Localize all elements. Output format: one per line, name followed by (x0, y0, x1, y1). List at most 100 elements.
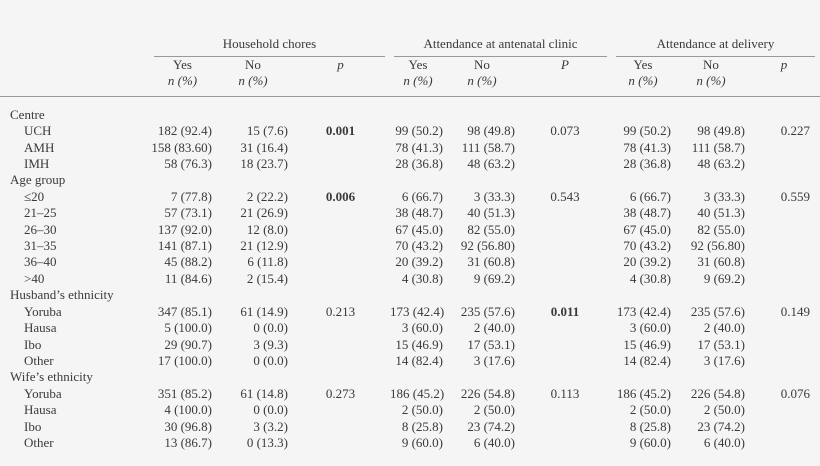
cell-value: 29 (90.7) (164, 336, 212, 352)
table-cell: 226 (54.8) (674, 386, 748, 402)
group-household-chores: Household chores (150, 35, 390, 57)
cell-value: 9 (60.0) (629, 434, 671, 450)
table-cell: 2 (50.0) (612, 402, 674, 418)
table-row: IMH 58 (76.3) 18 (23.7) 28 (36.8) 48 (63.2) 2… (0, 156, 820, 172)
col-yes: Yes (408, 57, 428, 72)
table-cell: 78 (41.3) (390, 140, 446, 156)
row-label: >40 (24, 270, 45, 286)
cell-value: 38 (48.7) (395, 205, 443, 221)
cell-value: 2 (50.0) (629, 402, 671, 418)
cell-value: 40 (51.3) (697, 205, 745, 221)
row-label: Ibo (24, 418, 42, 434)
table-cell: 29 (90.7) (150, 337, 215, 353)
cell-value: 4 (30.8) (401, 270, 443, 286)
table-cell: 70 (43.2) (390, 238, 446, 254)
table-cell (748, 337, 820, 353)
table-cell (291, 337, 390, 353)
table-cell: 3 (17.6) (674, 353, 748, 369)
cell-value: 70 (43.2) (395, 238, 443, 254)
cell-value: 3 (3.2) (253, 418, 288, 434)
col-no: No (703, 57, 719, 72)
table-cell: 20 (39.2) (390, 254, 446, 270)
cell-value: 2 (40.0) (473, 320, 515, 336)
table-cell: 31 (16.4) (215, 140, 291, 156)
row-label: AMH (24, 139, 55, 155)
cell-value: 6 (66.7) (401, 188, 443, 204)
table-cell (291, 254, 390, 270)
p-value: 0.011 (550, 303, 580, 319)
table-cell: 21 (12.9) (215, 238, 291, 254)
table-cell: 12 (8.0) (215, 222, 291, 238)
table-cell (748, 320, 820, 336)
table-row: Ibo 30 (96.8) 3 (3.2) 8 (25.8) 23 (74.2) 8 (2… (0, 419, 820, 435)
table-cell: 17 (53.1) (446, 337, 518, 353)
table-row: 31–35 141 (87.1) 21 (12.9) 70 (43.2) 92 (56.… (0, 238, 820, 254)
p-value: 0.213 (325, 303, 356, 319)
table-cell: 9 (60.0) (390, 435, 446, 451)
table-cell: 351 (85.2) (150, 386, 215, 402)
col-p: P (561, 57, 569, 72)
cell-value: 92 (56.80) (690, 238, 745, 254)
p-value: 0.149 (780, 303, 811, 319)
table-cell: 173 (42.4) (612, 304, 674, 320)
cell-value: 0 (0.0) (253, 320, 288, 336)
table-cell (748, 419, 820, 435)
col-n-pct: n (%) (390, 73, 446, 97)
table-cell: 9 (60.0) (612, 435, 674, 451)
table-cell (291, 419, 390, 435)
cell-value: 3 (60.0) (629, 320, 671, 336)
cell-value: 92 (56.80) (460, 238, 515, 254)
table-cell: 3 (9.3) (215, 337, 291, 353)
cell-value: 23 (74.2) (467, 418, 515, 434)
table-cell (748, 238, 820, 254)
row-label: IMH (24, 156, 50, 172)
cell-value: 48 (63.2) (697, 156, 745, 172)
table-body: Centre UCH 182 (92.4) 15 (7.6) 0.001 99 (50.2… (0, 107, 820, 452)
table-cell: 2 (50.0) (674, 402, 748, 418)
cell-value: 5 (100.0) (164, 320, 212, 336)
table-row: AMH 158 (83.60) 31 (16.4) 78 (41.3) 111 (58.… (0, 140, 820, 156)
section-row: Centre (0, 107, 820, 123)
section-title: Husband’s ethnicity (10, 287, 114, 303)
table-cell: 6 (40.0) (446, 435, 518, 451)
column-subheader-row: n (%) n (%) n (%) n (%) n (%) n (%) (0, 73, 820, 97)
cell-value: 186 (45.2) (390, 385, 445, 401)
col-yes: Yes (633, 57, 653, 72)
table-cell: 173 (42.4) (390, 304, 446, 320)
table-cell: 9 (69.2) (674, 271, 748, 287)
table-cell (748, 271, 820, 287)
table-row: >40 11 (84.6) 2 (15.4) 4 (30.8) 9 (69.2) 4 (3… (0, 271, 820, 287)
table-cell: 57 (73.1) (150, 205, 215, 221)
table-cell: 48 (63.2) (446, 156, 518, 172)
table-cell: 4 (30.8) (390, 271, 446, 287)
row-label: Hausa (24, 402, 57, 418)
table-cell (518, 140, 612, 156)
table-cell: 31 (60.8) (446, 254, 518, 270)
table-cell: 23 (74.2) (674, 419, 748, 435)
table-cell: 70 (43.2) (612, 238, 674, 254)
table-cell: 186 (45.2) (612, 386, 674, 402)
table-cell: 182 (92.4) (150, 123, 215, 139)
table-cell (518, 238, 612, 254)
cell-value: 0 (0.0) (253, 402, 288, 418)
table-row: Ibo 29 (90.7) 3 (9.3) 15 (46.9) 17 (53.1) 15 … (0, 337, 820, 353)
table-cell: 0.113 (518, 386, 612, 402)
cell-value: 12 (8.0) (246, 221, 288, 237)
table-cell: 40 (51.3) (446, 205, 518, 221)
cell-value: 61 (14.9) (240, 303, 288, 319)
table-row: Hausa 4 (100.0) 0 (0.0) 2 (50.0) 2 (50.0) 2 (… (0, 402, 820, 418)
table-cell: 98 (49.8) (446, 123, 518, 139)
cell-value: 70 (43.2) (623, 238, 671, 254)
col-n-pct: n (%) (150, 73, 215, 97)
col-no: No (245, 57, 261, 72)
table-cell (518, 402, 612, 418)
table-cell (518, 222, 612, 238)
table-cell: 4 (30.8) (612, 271, 674, 287)
table-cell (748, 222, 820, 238)
p-value: 0.113 (550, 385, 580, 401)
table-cell: 82 (55.0) (446, 222, 518, 238)
table-cell: 48 (63.2) (674, 156, 748, 172)
cell-value: 28 (36.8) (395, 156, 443, 172)
row-label: 31–35 (24, 238, 57, 254)
cell-value: 15 (46.9) (395, 336, 443, 352)
